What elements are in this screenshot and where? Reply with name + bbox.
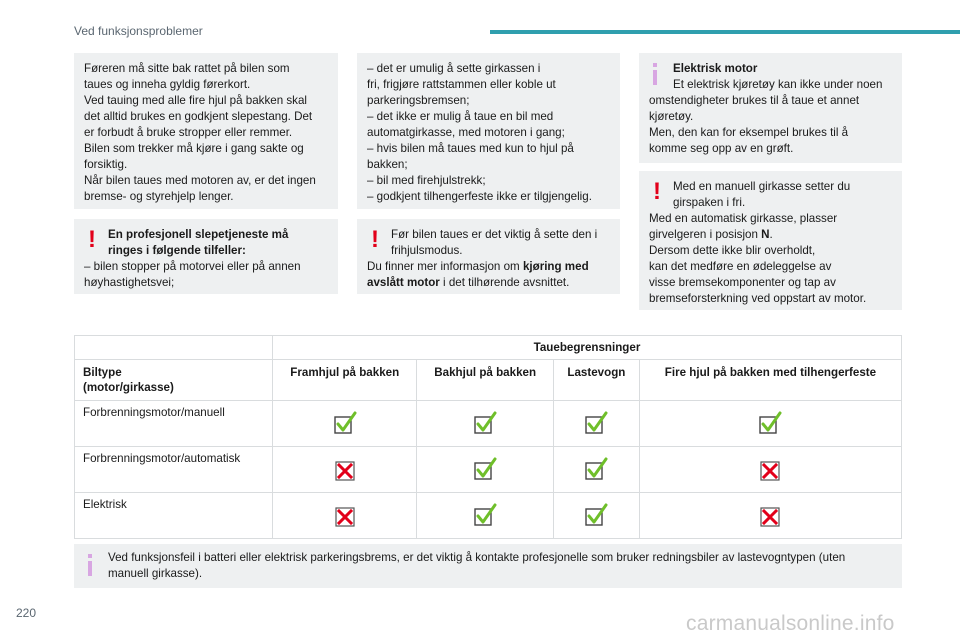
table-row: Forbrenningsmotor/manuell bbox=[74, 400, 903, 447]
table-row-label: Forbrenningsmotor/automatisk bbox=[74, 446, 273, 493]
text-line: høyhastighetsvei; bbox=[84, 276, 175, 289]
list-item: automatgirkasse, med motoren i gang; bbox=[367, 126, 565, 139]
text-line: Ved funksjonsfeil i batteri eller elektr… bbox=[108, 551, 846, 564]
table-cell bbox=[416, 492, 554, 539]
warning-heading: Med en manuell girkasse setter du bbox=[673, 180, 851, 193]
text-line: Dersom dette ikke blir overholdt, bbox=[649, 244, 816, 257]
table-cell bbox=[552, 446, 640, 493]
warning-box-tow-service: ! En profesjonell slepetjeneste må ringe… bbox=[74, 219, 338, 294]
table-column-header: Framhjul på bakken bbox=[271, 359, 418, 401]
table-corner-cell bbox=[74, 335, 273, 360]
warning-heading: En profesjonell slepetjeneste må bbox=[108, 228, 289, 241]
text-box-conditions: – det er umulig å sette girkassen i fri,… bbox=[357, 53, 620, 209]
towing-restrictions-table: Tauebegrensninger Biltype (motor/girkass… bbox=[74, 335, 903, 539]
table-cell bbox=[416, 400, 554, 447]
header-accent-bar bbox=[490, 30, 960, 34]
watermark: carmanualsonline.info bbox=[686, 612, 895, 635]
exclamation-icon: ! bbox=[88, 226, 96, 253]
text-line: Føreren må sitte bak rattet på bilen som bbox=[84, 62, 290, 75]
checkmark-icon bbox=[585, 503, 608, 526]
list-item: – godkjent tilhengerfeste ikke er tilgje… bbox=[367, 190, 592, 203]
info-box-electric-motor: Elektrisk motor Et elektrisk kjøretøy ka… bbox=[639, 53, 902, 163]
warning-heading: girspaken i fri. bbox=[673, 196, 746, 209]
checkmark-icon bbox=[334, 411, 357, 434]
table-row: Elektrisk bbox=[74, 492, 903, 539]
table-column-header: Bakhjul på bakken bbox=[416, 359, 554, 401]
text-line: det alltid brukes en godkjent slepestang… bbox=[84, 110, 313, 123]
text-line: Bilen som trekker må kjøre i gang sakte … bbox=[84, 142, 304, 155]
checkmark-icon bbox=[585, 411, 608, 434]
link-text: kjøring med bbox=[522, 260, 589, 273]
text-box-driver: Føreren må sitte bak rattet på bilen som… bbox=[74, 53, 338, 209]
table-cell bbox=[638, 492, 903, 539]
list-item: – det ikke er mulig å taue en bil med bbox=[367, 110, 554, 123]
warning-box-freewheel: ! Før bilen taues er det viktig å sette … bbox=[357, 219, 620, 294]
text-line: Når bilen taues med motoren av, er det i… bbox=[84, 174, 316, 187]
cross-icon bbox=[760, 461, 781, 481]
text-line: Med en automatisk girkasse, plasser bbox=[649, 212, 838, 225]
table-column-header: Biltype (motor/girkasse) bbox=[74, 359, 273, 401]
section-title: Ved funksjonsproblemer bbox=[74, 24, 203, 38]
text-line: girvelgeren i posisjon N. bbox=[649, 228, 773, 241]
text-line: manuell girkasse). bbox=[108, 567, 203, 580]
text-line: kan det medføre en ødeleggelse av bbox=[649, 260, 832, 273]
text-line: visse bremsekomponenter og tap av bbox=[649, 276, 836, 289]
text-line: omstendigheter brukes til å taue et anne… bbox=[649, 94, 860, 107]
text-line: Et elektrisk kjøretøy kan ikke under noe… bbox=[673, 78, 883, 91]
text-line: kjøretøy. bbox=[649, 110, 694, 123]
table-cell bbox=[271, 446, 418, 493]
table-cell bbox=[271, 492, 418, 539]
warning-box-gearbox: ! Med en manuell girkasse setter du girs… bbox=[639, 171, 902, 310]
warning-heading: Før bilen taues er det viktig å sette de… bbox=[391, 228, 598, 241]
list-item: – det er umulig å sette girkassen i bbox=[367, 62, 541, 75]
text-line: bremse- og styrehjelp lenger. bbox=[84, 190, 234, 203]
info-icon bbox=[653, 63, 657, 85]
checkmark-icon bbox=[474, 503, 497, 526]
checkmark-icon bbox=[474, 457, 497, 480]
cross-icon bbox=[335, 507, 355, 527]
warning-heading: frihjulsmodus. bbox=[391, 244, 463, 257]
text-line: taues og inneha gyldig førerkort. bbox=[84, 78, 251, 91]
text-line: er forbudt å bruke stropper eller remmer… bbox=[84, 126, 293, 139]
checkmark-icon bbox=[759, 411, 782, 434]
table-group-header: Tauebegrensninger bbox=[272, 335, 902, 360]
info-box-battery-failure: Ved funksjonsfeil i batteri eller elektr… bbox=[74, 544, 902, 588]
list-item: fri, frigjøre rattstammen eller koble ut bbox=[367, 78, 556, 91]
list-item: – hvis bilen må taues med kun to hjul på bbox=[367, 142, 574, 155]
table-column-header: Lastevogn bbox=[552, 359, 640, 401]
checkmark-icon bbox=[474, 411, 497, 434]
cross-icon bbox=[760, 507, 781, 527]
text-line: – bilen stopper på motorvei eller på ann… bbox=[84, 260, 301, 273]
warning-heading: ringes i følgende tilfeller: bbox=[108, 244, 246, 257]
cross-icon bbox=[335, 461, 355, 481]
table-column-header: Fire hjul på bakken med tilhengerfeste bbox=[638, 359, 903, 401]
table-cell bbox=[416, 446, 554, 493]
text-line: Du finner mer informasjon om kjøring med bbox=[367, 260, 589, 273]
exclamation-icon: ! bbox=[653, 178, 661, 205]
table-cell bbox=[552, 400, 640, 447]
exclamation-icon: ! bbox=[371, 226, 379, 253]
text-line: Men, den kan for eksempel brukes til å bbox=[649, 126, 849, 139]
table-cell bbox=[638, 446, 903, 493]
list-item: – bil med firehjulstrekk; bbox=[367, 174, 486, 187]
text-line: forsiktig. bbox=[84, 158, 128, 171]
checkmark-icon bbox=[585, 457, 608, 480]
info-icon bbox=[88, 554, 92, 576]
list-item: parkeringsbremsen; bbox=[367, 94, 470, 107]
link-text: avslått motor bbox=[367, 276, 440, 289]
table-row-label: Elektrisk bbox=[74, 492, 273, 539]
table-cell bbox=[271, 400, 418, 447]
text-line: Ved tauing med alle fire hjul på bakken … bbox=[84, 94, 307, 107]
info-title: Elektrisk motor bbox=[673, 62, 758, 75]
text-line: komme seg opp av en grøft. bbox=[649, 142, 794, 155]
text-line: bremseforsterkning ved oppstart av motor… bbox=[649, 292, 867, 305]
table-row: Forbrenningsmotor/automatisk bbox=[74, 446, 903, 493]
table-cell bbox=[638, 400, 903, 447]
list-item: bakken; bbox=[367, 158, 408, 171]
table-cell bbox=[552, 492, 640, 539]
table-row-label: Forbrenningsmotor/manuell bbox=[74, 400, 273, 447]
page-number: 220 bbox=[16, 606, 37, 620]
text-line: avslått motor i det tilhørende avsnittet… bbox=[367, 276, 570, 289]
